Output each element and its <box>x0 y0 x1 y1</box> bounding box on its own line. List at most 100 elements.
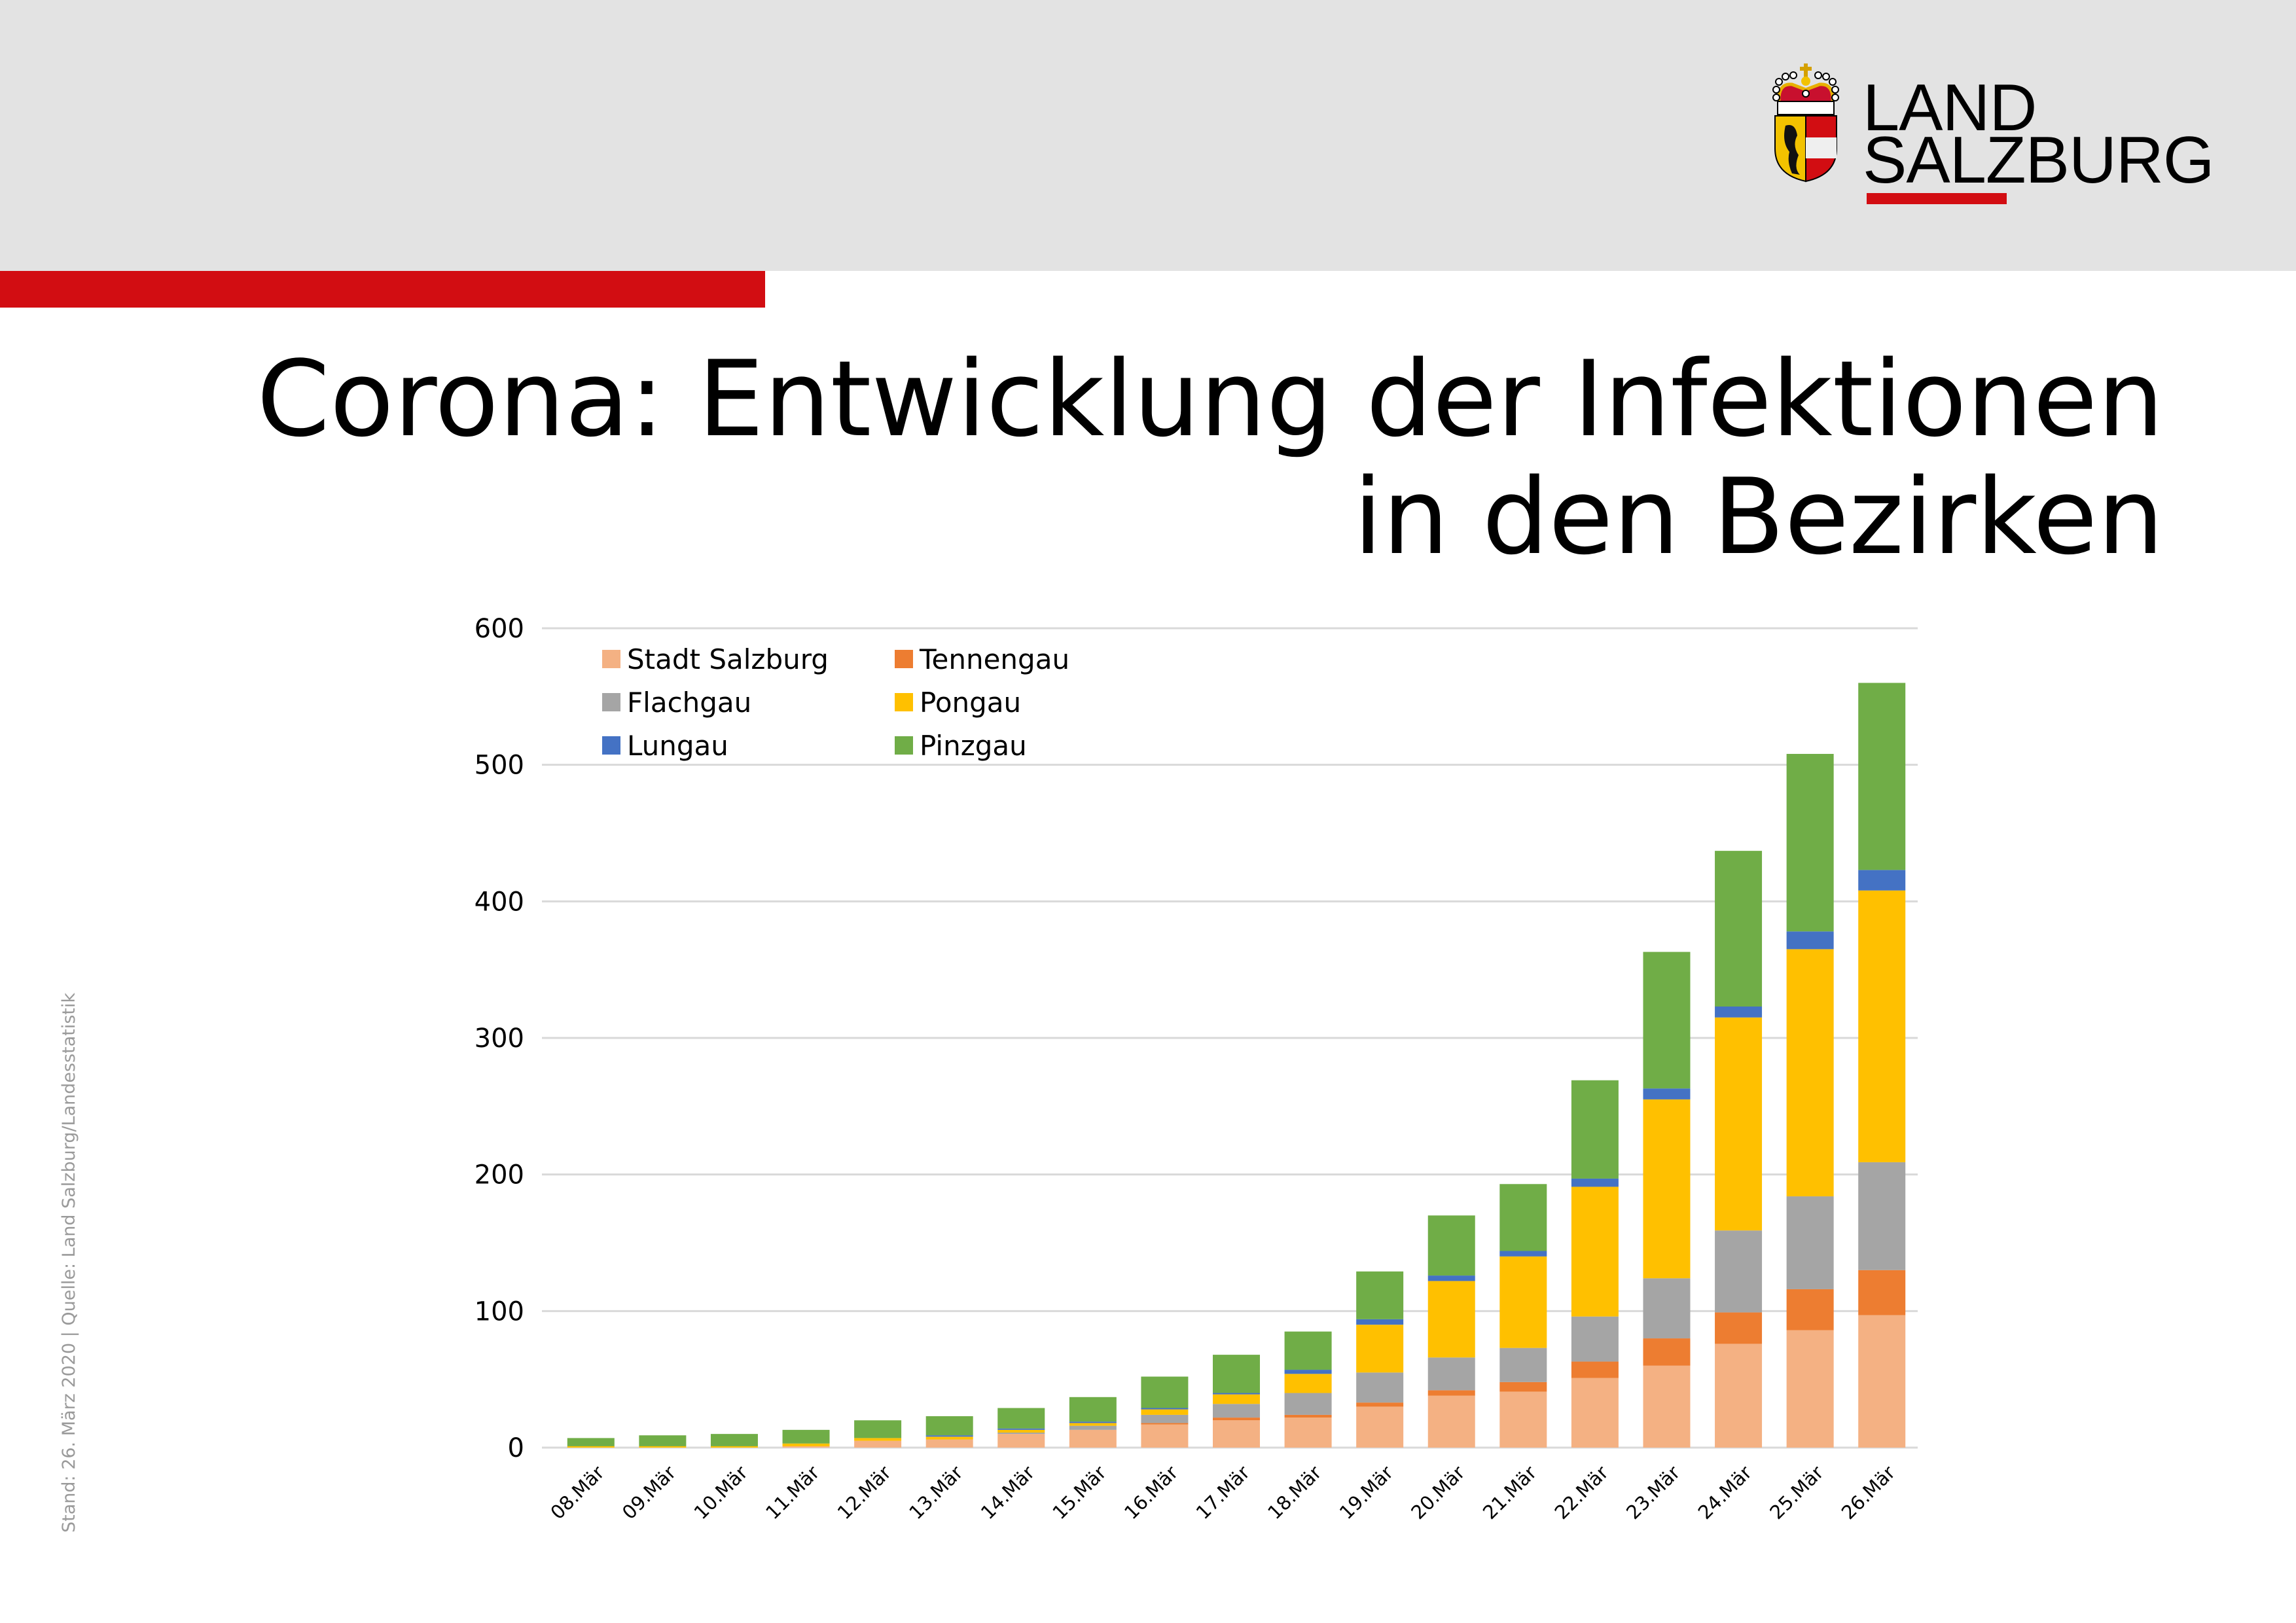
y-tick-label: 600 <box>475 614 524 644</box>
bar-segment-stadt-salzburg <box>1069 1429 1117 1448</box>
logo-text-land: LAND <box>1863 71 2037 145</box>
x-tick-label: 24.Mär <box>1694 1461 1756 1524</box>
y-tick-label: 100 <box>475 1296 524 1327</box>
title-line-1: Corona: Entwicklung der Infektionen <box>257 338 2164 460</box>
y-tick-label: 200 <box>475 1160 524 1190</box>
bar-segment-flachgau <box>997 1433 1045 1435</box>
bar-segment-pinzgau <box>997 1408 1045 1429</box>
bar-segment-pongau <box>1858 890 1906 1162</box>
legend-label: Stadt Salzburg <box>627 643 829 675</box>
x-tick-label: 15.Mär <box>1048 1461 1110 1524</box>
legend-label: Tennengau <box>919 643 1069 675</box>
x-tick-label: 17.Mär <box>1192 1461 1254 1524</box>
legend-label: Pinzgau <box>920 730 1027 762</box>
bar-segment-stadt-salzburg <box>1571 1378 1619 1448</box>
bar-segment-flachgau <box>1213 1404 1260 1418</box>
bar-segment-pongau <box>710 1446 758 1448</box>
bar-segment-stadt-salzburg <box>1141 1424 1189 1448</box>
bar-segment-pongau <box>1571 1186 1619 1317</box>
bar-segment-pongau <box>1141 1409 1189 1415</box>
x-tick-label: 21.Mär <box>1479 1461 1541 1524</box>
bar-segment-pinzgau <box>1499 1184 1547 1251</box>
bar-segment-tennengau <box>1356 1402 1404 1407</box>
x-tick-label: 22.Mär <box>1550 1461 1612 1524</box>
x-tick-label: 08.Mär <box>546 1461 608 1524</box>
x-tick-label: 16.Mär <box>1120 1461 1182 1524</box>
bar-segment-flachgau <box>1141 1414 1189 1423</box>
bar-segment-pinzgau <box>710 1434 758 1446</box>
x-tick-label: 13.Mär <box>905 1461 967 1524</box>
bar-segment-tennengau <box>1213 1418 1260 1421</box>
legend-label: Pongau <box>920 687 1021 719</box>
bar-segment-lungau <box>1786 931 1834 950</box>
bar-segment-stadt-salzburg <box>1213 1420 1260 1448</box>
bar-segment-flachgau <box>1715 1230 1763 1313</box>
bar-segment-pongau <box>1284 1374 1332 1393</box>
bar-segment-lungau <box>925 1435 973 1437</box>
bar-segment-pongau <box>925 1436 973 1440</box>
y-tick-label: 300 <box>475 1024 524 1054</box>
bar-segment-flachgau <box>1069 1425 1117 1430</box>
bar-segment-pinzgau <box>854 1420 902 1438</box>
bar-segment-pinzgau <box>1571 1080 1619 1179</box>
bar-segment-tennengau <box>1499 1382 1547 1392</box>
bar-segment-pongau <box>1213 1394 1260 1404</box>
x-tick-label: 23.Mär <box>1622 1461 1684 1524</box>
bar-segment-pinzgau <box>782 1429 830 1444</box>
red-accent-bar <box>0 271 765 308</box>
bar-segment-stadt-salzburg <box>1284 1418 1332 1448</box>
bar-segment-lungau <box>1141 1408 1189 1410</box>
logo-text-salzburg: SALZBURG <box>1863 124 2214 197</box>
bar-segment-lungau <box>1499 1251 1547 1257</box>
legend-label: Lungau <box>627 730 728 762</box>
bar-segment-lungau <box>1069 1421 1117 1423</box>
bar-segment-tennengau <box>1715 1312 1763 1344</box>
header-band <box>0 0 2296 271</box>
bar-segment-lungau <box>1213 1393 1260 1395</box>
bar-segment-tennengau <box>1427 1390 1475 1396</box>
bar-segment-pongau <box>639 1446 687 1448</box>
y-tick-label: 0 <box>508 1433 524 1463</box>
bar-segment-stadt-salzburg <box>1786 1330 1834 1448</box>
x-tick-label: 09.Mär <box>618 1461 680 1524</box>
bar-segment-tennengau <box>1571 1361 1619 1378</box>
bar-segment-lungau <box>1284 1370 1332 1374</box>
bar-segment-stadt-salzburg <box>1427 1395 1475 1448</box>
bar-segment-stadt-salzburg <box>1499 1391 1547 1448</box>
bar-segment-pinzgau <box>1284 1331 1332 1370</box>
bar-segment-pinzgau <box>925 1416 973 1436</box>
bar-segment-stadt-salzburg <box>1858 1315 1906 1448</box>
bar-segment-flachgau <box>1356 1372 1404 1403</box>
bar-segment-flachgau <box>1571 1316 1619 1362</box>
bar-segment-lungau <box>1427 1275 1475 1281</box>
logo-underline <box>1867 193 2007 204</box>
x-tick-label: 10.Mär <box>690 1461 752 1524</box>
coat-of-arms-icon <box>1772 63 1839 183</box>
x-tick-label: 12.Mär <box>833 1461 895 1524</box>
bar-segment-pongau <box>782 1443 830 1446</box>
bar-segment-pongau <box>1356 1325 1404 1373</box>
bar-segment-pongau <box>567 1446 615 1448</box>
legend-swatch <box>895 650 913 668</box>
x-tick-label: 20.Mär <box>1407 1461 1469 1524</box>
page-title: Corona: Entwicklung der Infektionen in d… <box>257 340 2164 576</box>
bar-segment-pinzgau <box>567 1438 615 1446</box>
bar-segment-pongau <box>1069 1423 1117 1426</box>
bar-segment-pongau <box>1786 949 1834 1197</box>
bar-segment-pongau <box>1499 1256 1547 1348</box>
bar-segment-stadt-salzburg <box>1715 1344 1763 1448</box>
bar-segment-stadt-salzburg <box>782 1446 830 1448</box>
x-tick-label: 14.Mär <box>977 1461 1039 1524</box>
legend-swatch <box>895 693 913 711</box>
bar-segment-pongau <box>854 1438 902 1441</box>
bar-segment-pinzgau <box>1427 1215 1475 1276</box>
legend-label: Flachgau <box>627 687 751 719</box>
bar-segment-stadt-salzburg <box>997 1434 1045 1448</box>
bar-segment-tennengau <box>1858 1270 1906 1315</box>
bar-segment-tennengau <box>1786 1289 1834 1330</box>
bar-segment-stadt-salzburg <box>854 1440 902 1448</box>
legend-swatch <box>602 650 620 668</box>
title-line-2: in den Bezirken <box>1353 455 2164 578</box>
bar-segment-stadt-salzburg <box>925 1439 973 1448</box>
